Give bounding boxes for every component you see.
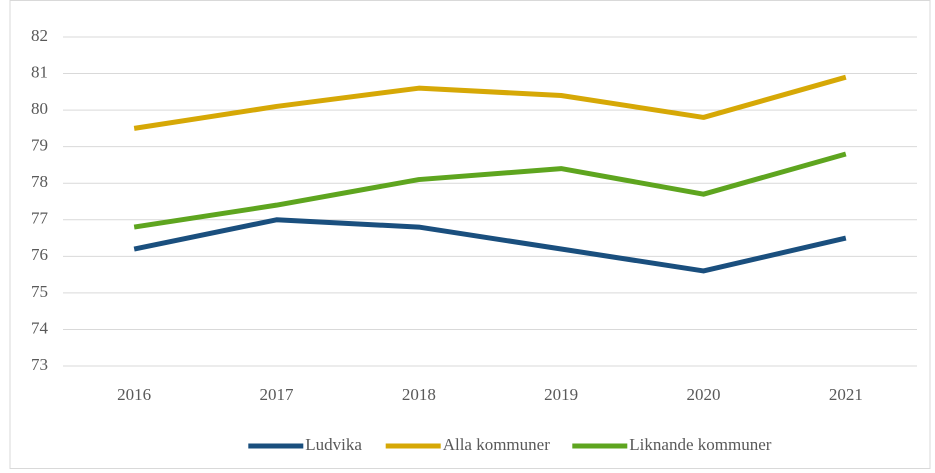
legend-label: Liknande kommuner — [629, 435, 771, 454]
x-tick-label: 2020 — [687, 385, 721, 404]
y-tick-label: 81 — [31, 62, 48, 81]
x-tick-label: 2017 — [260, 385, 295, 404]
x-tick-label: 2021 — [829, 385, 863, 404]
data-line — [133, 151, 847, 230]
x-tick-label: 2018 — [402, 385, 436, 404]
y-tick-label: 76 — [31, 245, 48, 264]
x-tick-label: 2016 — [117, 385, 151, 404]
data-line — [133, 217, 847, 274]
legend-label: Alla kommuner — [443, 435, 551, 454]
y-tick-label: 74 — [31, 318, 49, 337]
y-tick-label: 73 — [31, 355, 48, 374]
y-tick-label: 77 — [31, 209, 49, 228]
legend-label: Ludvika — [305, 435, 362, 454]
x-tick-label: 2019 — [544, 385, 578, 404]
data-line — [133, 74, 847, 131]
y-tick-label: 80 — [31, 99, 48, 118]
y-tick-label: 75 — [31, 282, 48, 301]
y-tick-label: 79 — [31, 136, 48, 155]
y-tick-label: 78 — [31, 172, 48, 191]
y-tick-label: 82 — [31, 26, 48, 45]
